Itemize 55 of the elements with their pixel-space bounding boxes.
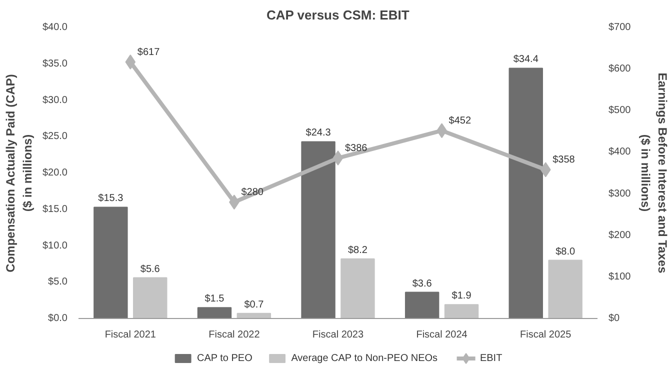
y2-tick-label: $700 <box>608 22 632 33</box>
data-label: $24.3 <box>306 128 332 139</box>
y-tick-label: $0.0 <box>48 313 68 324</box>
bar <box>444 304 479 318</box>
y2-tick-label: $400 <box>608 146 632 158</box>
x-tick-label: Fiscal 2021 <box>104 330 156 340</box>
y2-tick-label: $300 <box>608 188 632 200</box>
bar <box>197 307 232 318</box>
data-label: $280 <box>241 187 264 198</box>
data-label: $1.9 <box>452 290 472 302</box>
chart-title: CAP versus CSM: EBIT <box>266 8 410 22</box>
y-tick-label: $35.0 <box>42 58 68 70</box>
x-tick-label: Fiscal 2024 <box>416 330 468 340</box>
point <box>332 150 344 166</box>
data-label: $3.6 <box>412 278 432 290</box>
legend-label: EBIT <box>480 353 502 364</box>
legend-label: Average CAP to Non-PEO NEOs <box>291 353 438 364</box>
data-label: $452 <box>448 116 472 127</box>
data-label: $1.5 <box>204 294 225 305</box>
x-tick-label: Fiscal 2025 <box>520 330 572 340</box>
y-tick-label: $10.0 <box>42 240 68 252</box>
data-label: $15.3 <box>98 193 124 204</box>
y-tick-label: $15.0 <box>42 204 68 215</box>
point <box>125 54 136 70</box>
bar <box>133 277 168 318</box>
bar <box>301 141 336 318</box>
data-label: $0.7 <box>244 299 264 310</box>
data-label: $5.6 <box>140 264 160 275</box>
y2-tick-label: $200 <box>608 230 632 241</box>
y2-axis-title: Earnings Before Interest and Taxes ($ in millions) <box>638 72 670 274</box>
y-tick-label: $30.0 <box>42 94 68 106</box>
bar <box>508 68 543 318</box>
data-label: $8.2 <box>348 244 368 256</box>
data-label: $8.0 <box>556 246 576 258</box>
data-label: $617 <box>137 47 160 58</box>
bar <box>404 292 440 318</box>
bar <box>94 206 128 318</box>
x-tick-label: Fiscal 2022 <box>208 330 260 340</box>
point <box>540 162 551 178</box>
x-tick-label: Fiscal 2023 <box>312 330 364 340</box>
y2-tick-label: $0 <box>608 313 620 324</box>
y-axis-title: Compensation Actually Paid (CAP) ($ in millions) <box>4 74 34 272</box>
y2-tick-label: $500 <box>608 105 632 116</box>
y-tick-label: $40.0 <box>42 22 68 33</box>
data-label: $34.4 <box>513 54 539 66</box>
data-label: $358 <box>552 154 576 166</box>
y-tick-label: $20.0 <box>42 168 68 178</box>
bar <box>340 258 375 318</box>
legend-label: CAP to PEO <box>196 353 253 364</box>
bar <box>548 260 582 318</box>
data-label: $386 <box>345 143 368 154</box>
y-tick-label: $5.0 <box>48 276 68 288</box>
y-tick-label: $25.0 <box>42 131 68 142</box>
y2-tick-label: $600 <box>608 64 632 75</box>
y2-tick-label: $100 <box>608 271 632 282</box>
